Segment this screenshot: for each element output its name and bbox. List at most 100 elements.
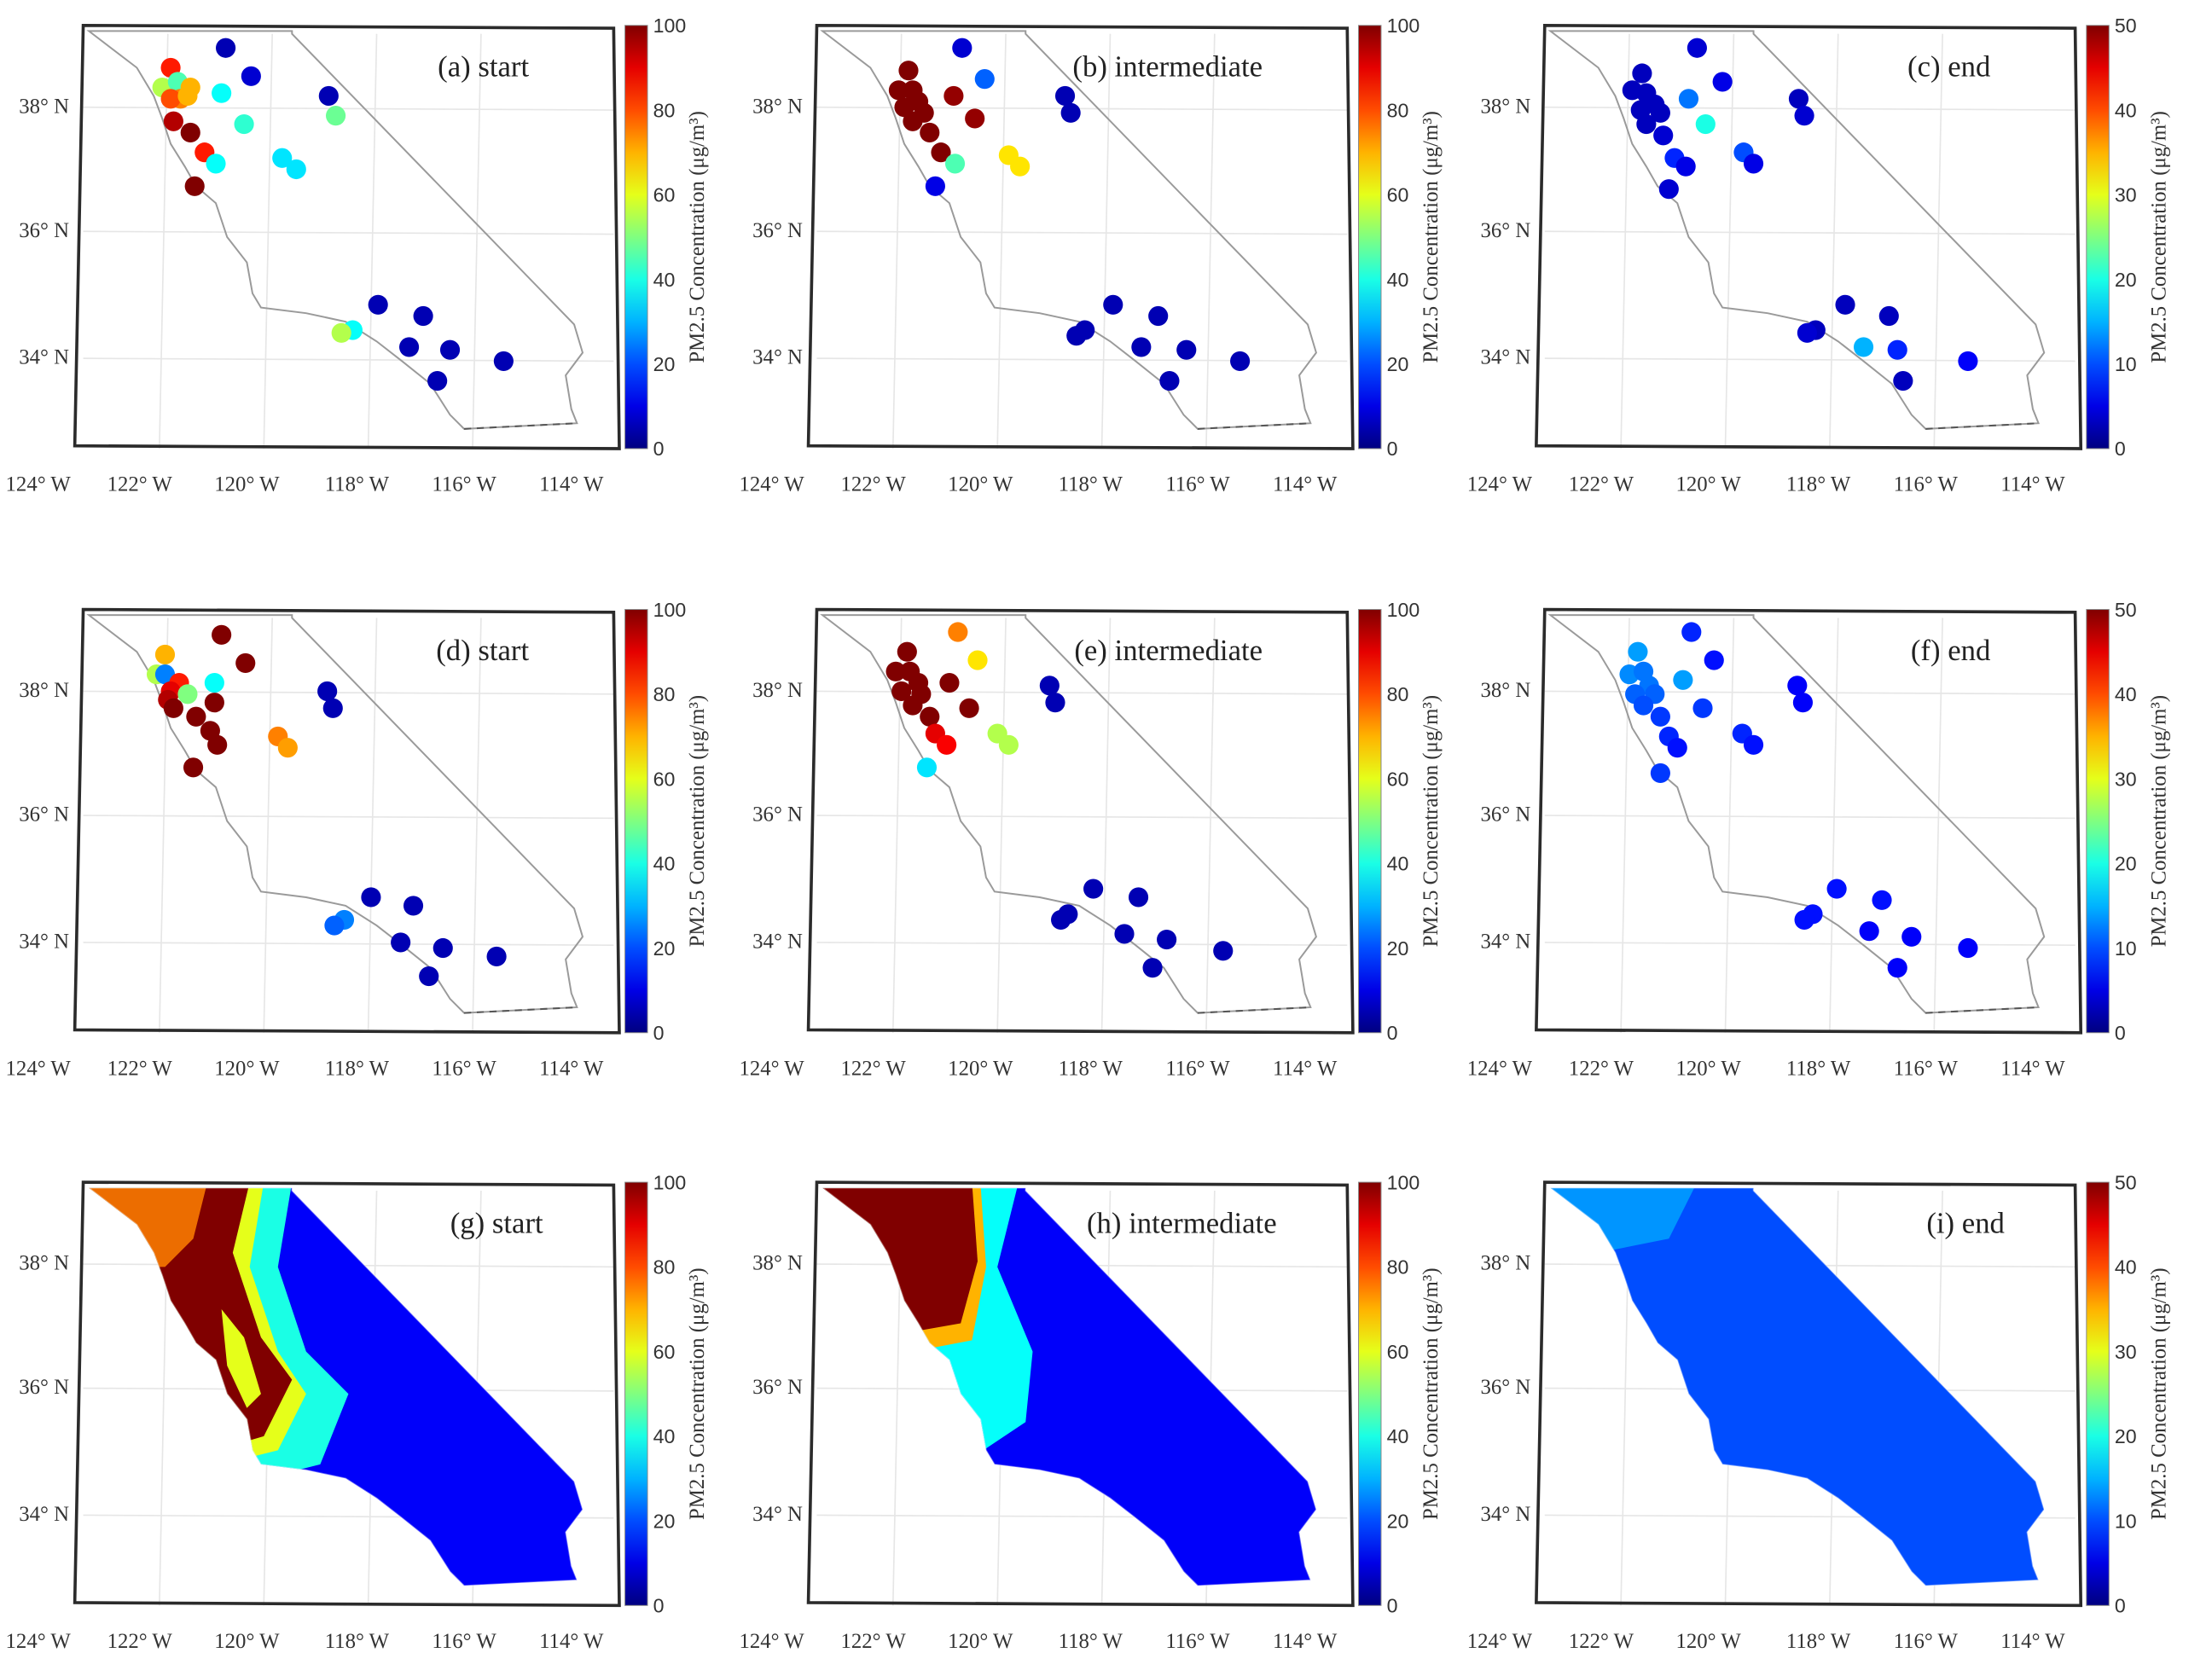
x-tick-label: 120° W: [214, 473, 280, 496]
grid-parallel: [83, 357, 614, 362]
colorbar-tick-label: 20: [1387, 353, 1409, 375]
x-tick-label: 116° W: [1165, 1057, 1230, 1080]
grid-meridian: [1829, 33, 1839, 449]
station-marker: [1859, 921, 1879, 942]
colorbar: 0 20 40 60 80 100 PM2.5 Concentration (μg/m³): [624, 1171, 709, 1617]
grid-parallel: [816, 357, 1348, 362]
panel-c: (c) end 38° N 36° N 34° N 124° W 122° W 120° W…: [1467, 14, 2171, 496]
station-marker: [1045, 693, 1065, 713]
station-markers: [1619, 622, 1978, 978]
colorbar-tick-label: 60: [653, 184, 676, 206]
grid-parallel: [1544, 230, 2076, 235]
colorbar-tick-label: 40: [1387, 853, 1409, 875]
station-marker: [952, 38, 972, 58]
panel-d: (d) start 38° N 36° N 34° N 124° W 122° W 120°…: [6, 599, 710, 1081]
x-tick-label: 114° W: [2000, 473, 2065, 496]
station-marker: [1653, 125, 1674, 146]
state-outline: [820, 1186, 1317, 1586]
station-marker: [1673, 670, 1693, 690]
station-marker: [439, 339, 461, 360]
y-tick-label: 34° N: [752, 931, 803, 954]
colorbar-tick-label: 50: [2115, 599, 2137, 621]
station-marker: [1148, 305, 1169, 327]
colorbar-tick-label: 80: [1387, 1256, 1409, 1279]
station-marker: [206, 154, 226, 174]
station-marker: [1658, 179, 1679, 200]
y-tick-label: 38° N: [752, 1252, 803, 1275]
station-marker: [1632, 63, 1652, 84]
y-tick-label: 38° N: [752, 95, 803, 118]
panel-title: (h) intermediate: [1087, 1207, 1277, 1240]
station-markers: [1622, 38, 1978, 391]
grid-meridian: [367, 33, 378, 449]
colorbar-tick-label: 80: [653, 683, 676, 705]
y-tick-label: 36° N: [19, 1376, 69, 1399]
station-marker: [888, 80, 909, 101]
x-tick-label: 114° W: [539, 1057, 604, 1080]
y-tick-label: 34° N: [752, 1503, 803, 1526]
y-tick-label: 34° N: [19, 931, 69, 954]
grid-meridian: [1205, 33, 1216, 449]
x-tick-label: 124° W: [6, 1057, 72, 1080]
station-marker: [1157, 930, 1177, 950]
station-marker: [897, 641, 917, 662]
colorbar-gradient: [1358, 1181, 1382, 1606]
panel-title: (i) end: [1926, 1207, 2005, 1240]
colorbar-tick-label: 10: [2115, 937, 2137, 960]
colorbar-tick-label: 100: [653, 599, 687, 621]
panel-g: (g) start 38° N 36° N 34° N 124° W 122° W 120°…: [6, 1171, 710, 1653]
grid-parallel: [1544, 690, 2076, 695]
station-marker: [419, 966, 439, 987]
colorbar-gradient: [1358, 25, 1382, 449]
grid-meridian: [1100, 33, 1112, 449]
colorbar-tick-label: 20: [2115, 853, 2137, 875]
panel-title: (d) start: [436, 634, 529, 667]
station-marker: [1681, 622, 1702, 642]
colorbar: 0 20 40 60 80 100 PM2.5 Concentration (μg/m³): [1358, 1171, 1443, 1617]
y-tick-label: 38° N: [19, 95, 69, 118]
x-tick-label: 124° W: [6, 1630, 72, 1653]
colorbar-tick-label: 10: [2115, 1510, 2137, 1532]
grid-meridian: [1724, 33, 1735, 449]
station-marker: [1636, 113, 1657, 135]
station-marker: [1051, 909, 1071, 931]
x-tick-label: 122° W: [1569, 1630, 1634, 1653]
station-marker: [1887, 958, 1907, 978]
gridlines: [816, 33, 1348, 449]
station-marker: [486, 946, 507, 967]
colorbar-label: PM2.5 Concentration (μg/m³): [1420, 1267, 1443, 1520]
colorbar-gradient: [624, 1181, 648, 1606]
grid-meridian: [472, 618, 482, 1033]
station-marker: [391, 932, 411, 953]
map-frame: [806, 23, 1355, 450]
station-marker: [1958, 937, 1978, 959]
station-marker: [204, 672, 224, 693]
station-marker: [1628, 641, 1648, 662]
station-marker: [1887, 339, 1907, 360]
station-marker: [1650, 763, 1670, 783]
colorbar-tick-label: 40: [1387, 269, 1409, 291]
map-frame: [806, 607, 1355, 1035]
station-marker: [1835, 294, 1855, 315]
station-marker: [937, 734, 957, 755]
panel-a: (a) start 38° N 36° N 34° N 124° W 122° W 120°…: [6, 14, 710, 496]
station-marker: [493, 351, 514, 372]
station-marker: [177, 684, 198, 705]
y-tick-label: 38° N: [1480, 1252, 1530, 1275]
station-marker: [433, 937, 453, 959]
grid-parallel: [83, 815, 614, 820]
station-marker: [1083, 879, 1104, 899]
station-marker: [1893, 371, 1913, 391]
colorbar-tick-label: 0: [653, 438, 665, 460]
x-tick-label: 118° W: [1786, 1057, 1851, 1080]
colorbar-tick-label: 30: [2115, 1341, 2137, 1363]
colorbar-label: PM2.5 Concentration (μg/m³): [686, 695, 709, 948]
x-tick-label: 116° W: [432, 1057, 496, 1080]
map-frame: [1535, 607, 2083, 1035]
station-marker: [1142, 958, 1163, 978]
y-tick-label: 38° N: [1480, 679, 1530, 702]
x-tick-label: 122° W: [1569, 1057, 1634, 1080]
station-marker: [998, 734, 1019, 755]
x-tick-label: 120° W: [214, 1630, 280, 1653]
colorbar-tick-label: 20: [653, 353, 676, 375]
